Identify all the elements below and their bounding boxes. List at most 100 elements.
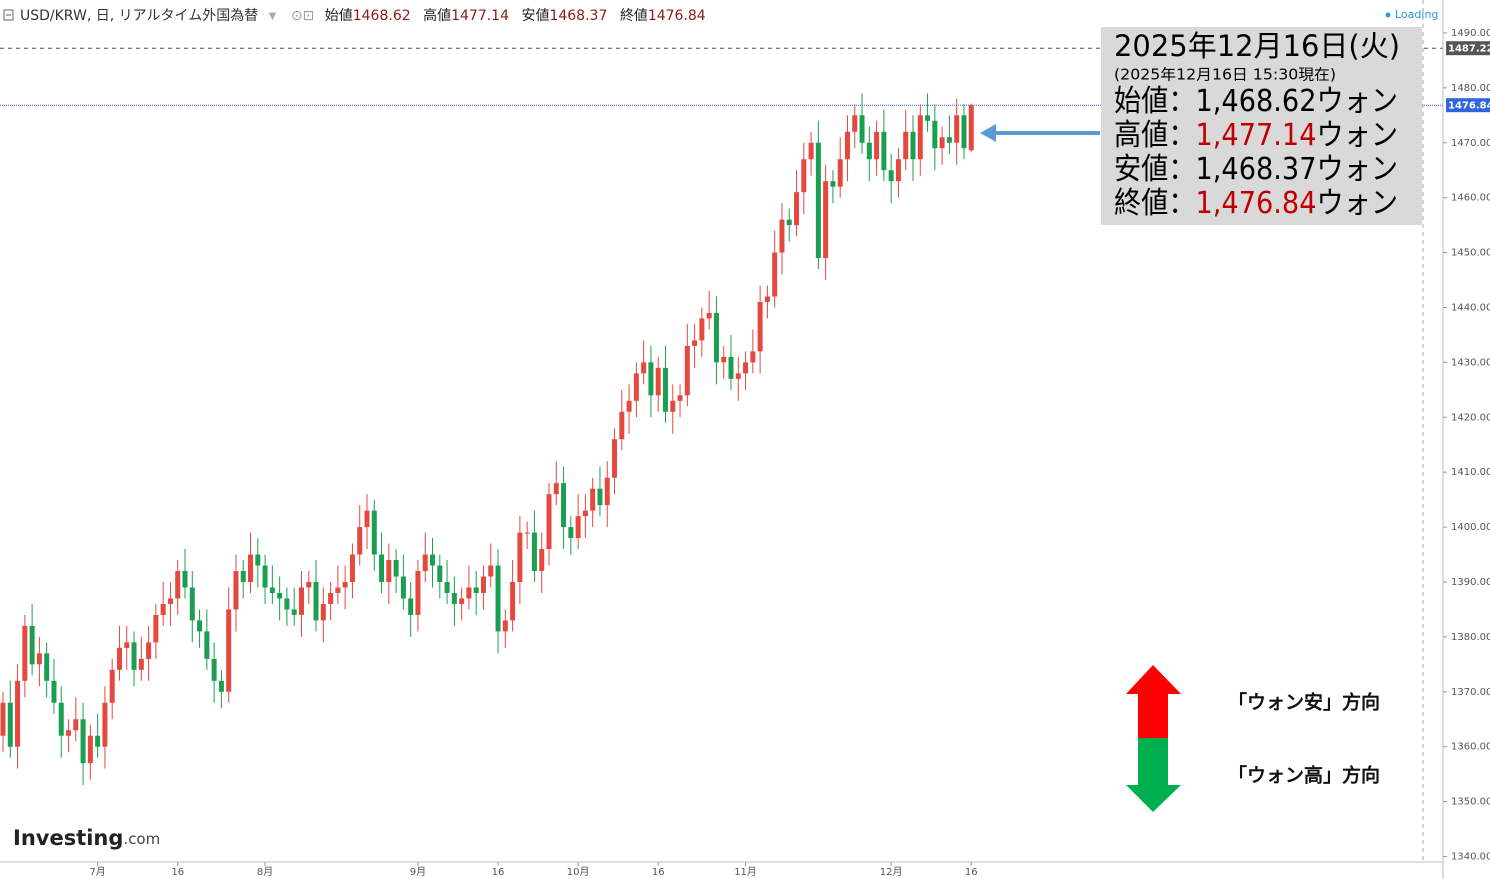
info-label: 安値： <box>1114 152 1196 187</box>
y-tick-label: 1490.00 <box>1451 28 1490 39</box>
candle-body <box>582 510 588 517</box>
candle-body <box>480 576 486 593</box>
candle-body <box>932 120 938 149</box>
candle-body <box>779 219 785 253</box>
info-value: 1,468.62 <box>1196 84 1317 119</box>
candle-body <box>546 494 552 550</box>
candle-body <box>925 115 931 121</box>
candle-body <box>815 142 821 259</box>
candle-body <box>298 587 304 615</box>
candle-body <box>859 115 865 143</box>
candle-body <box>175 571 181 599</box>
up-arrow <box>1126 665 1181 738</box>
info-rows: 始値：1,468.62ウォン高値：1,477.14ウォン安値：1,468.37ウ… <box>1114 84 1398 221</box>
candle-body <box>211 658 217 681</box>
candle-body <box>189 587 195 621</box>
candle-body <box>946 137 952 143</box>
candle-body <box>138 658 144 670</box>
info-unit: ウォン <box>1316 118 1398 153</box>
ohlc-label: 高値 <box>423 7 451 24</box>
candle-body <box>466 587 472 599</box>
candle-body <box>204 631 210 659</box>
x-tick-label: 16 <box>171 867 184 878</box>
candle-body <box>757 301 763 352</box>
candle-body <box>116 647 122 670</box>
candle-body <box>575 516 581 539</box>
ohlc-value: 1468.37 <box>549 8 607 24</box>
candle-body <box>459 598 465 604</box>
dropdown[interactable]: ▼ <box>269 11 277 22</box>
candle-body <box>553 483 559 495</box>
candle-body <box>844 131 850 160</box>
candle-body <box>58 702 64 736</box>
candle-body <box>0 702 6 736</box>
candle-body <box>7 702 13 747</box>
candle-body <box>903 131 909 160</box>
candle-body <box>473 587 479 593</box>
info-row: 高値：1,477.14ウォン <box>1114 118 1398 153</box>
candle-body <box>888 170 894 182</box>
ohlc-value: 1468.62 <box>353 8 411 24</box>
ohlc-value: 1476.84 <box>648 8 706 24</box>
candle-body <box>109 669 115 703</box>
candle-body <box>248 554 254 582</box>
annotation: 「ウォン高」方向 <box>1228 764 1380 787</box>
y-tick-label: 1410.00 <box>1451 467 1490 478</box>
candle-body <box>197 620 203 632</box>
candle-body <box>823 181 829 259</box>
candle-body <box>750 351 756 363</box>
collapse-icon[interactable] <box>3 9 14 21</box>
candle-body <box>437 565 443 582</box>
candle-body <box>371 510 377 555</box>
candle-body <box>51 680 57 703</box>
candle-body <box>160 603 166 615</box>
icons[interactable]: ⊙⊡ <box>291 8 314 24</box>
candle-body <box>269 587 275 593</box>
candle-body <box>837 159 843 187</box>
candle-body <box>22 625 28 681</box>
candle-body <box>524 532 530 534</box>
y-tick-label: 1430.00 <box>1451 357 1490 368</box>
candle-body <box>415 571 421 615</box>
x-tick-label: 16 <box>492 867 505 878</box>
brand-main: Investing <box>13 826 123 850</box>
candle-body <box>517 532 523 582</box>
info-unit: ウォン <box>1316 186 1398 221</box>
ohlc-label: 始値 <box>325 8 353 24</box>
price-label: 1476.84 <box>1448 101 1490 112</box>
candle-body <box>968 105 974 151</box>
candle-body <box>612 439 618 478</box>
candle-body <box>852 115 858 132</box>
candle-body <box>66 730 72 736</box>
y-tick-label: 1400.00 <box>1451 522 1490 533</box>
candle-body <box>408 598 414 615</box>
candle-body <box>626 400 632 412</box>
candle-body <box>218 680 224 692</box>
info-unit: ウォン <box>1316 152 1398 187</box>
candle-body <box>328 592 334 604</box>
candle-body <box>44 653 50 681</box>
candle-body <box>255 554 261 566</box>
ohlc-value: 1477.14 <box>451 8 509 24</box>
candle-body <box>73 719 79 731</box>
candle-body <box>153 614 159 643</box>
candle-body <box>430 554 436 566</box>
price-label-box <box>1446 41 1490 56</box>
candle-body <box>648 362 654 396</box>
x-tick-label: 12月 <box>880 866 903 878</box>
y-tick-label: 1440.00 <box>1451 302 1490 313</box>
candle-body <box>488 565 494 577</box>
info-row: 終値：1,476.84ウォン <box>1114 186 1398 221</box>
price-label: 1487.22 <box>1448 44 1490 55</box>
candle-body <box>910 131 916 160</box>
candle-body <box>531 532 537 572</box>
candle-body <box>590 488 596 511</box>
candle-body <box>357 527 363 555</box>
ohlc-label: 終値 <box>620 8 648 24</box>
candle-body <box>313 581 319 621</box>
price-label-box <box>1446 98 1490 113</box>
candle-body <box>539 549 545 572</box>
plot-layer <box>0 47 1443 786</box>
candle-body <box>29 625 35 665</box>
candle-body <box>895 159 901 182</box>
